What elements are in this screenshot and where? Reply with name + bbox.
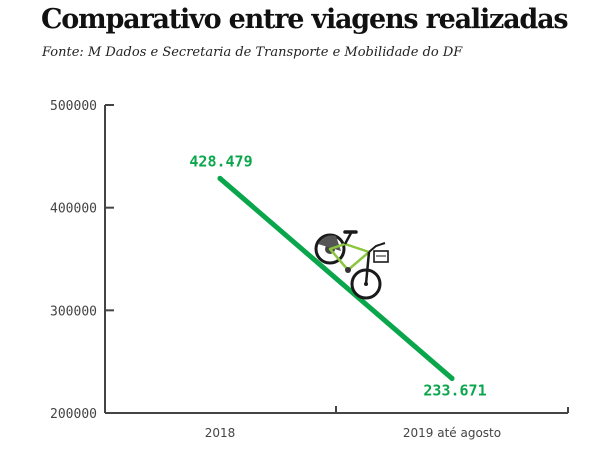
data-label: 233.671 <box>423 381 486 399</box>
bike-crank <box>345 267 351 273</box>
x-category-label: 2018 <box>205 426 236 440</box>
y-tick-label: 500000 <box>50 99 97 114</box>
chart-subtitle: Fonte: M Dados e Secretaria de Transport… <box>42 45 463 60</box>
y-tick-label: 400000 <box>50 202 97 217</box>
bike-front-wheel <box>350 268 382 300</box>
x-category-labels: 2018 2019 até agosto <box>205 426 501 440</box>
chart-title: Comparativo entre viagens realizadas <box>41 4 569 35</box>
data-point <box>217 175 223 181</box>
bicycle-icon <box>314 230 389 300</box>
bike-fork <box>364 251 371 285</box>
y-tick-labels: 500000 400000 300000 200000 <box>50 99 114 422</box>
bike-seat-post <box>343 232 353 245</box>
y-tick-label: 200000 <box>50 407 97 422</box>
bike-basket <box>373 250 389 263</box>
data-point <box>449 375 455 381</box>
chart-axes <box>104 105 569 414</box>
bike-frame <box>328 242 371 272</box>
x-category-label: 2019 até agosto <box>403 426 501 440</box>
series-line <box>217 175 455 381</box>
series-group: 428.479 233.671 <box>189 152 486 399</box>
y-tick-label: 300000 <box>50 304 97 319</box>
data-label: 428.479 <box>189 152 252 170</box>
bike-handlebar <box>368 242 386 253</box>
bike-rear-wheel <box>314 233 346 265</box>
